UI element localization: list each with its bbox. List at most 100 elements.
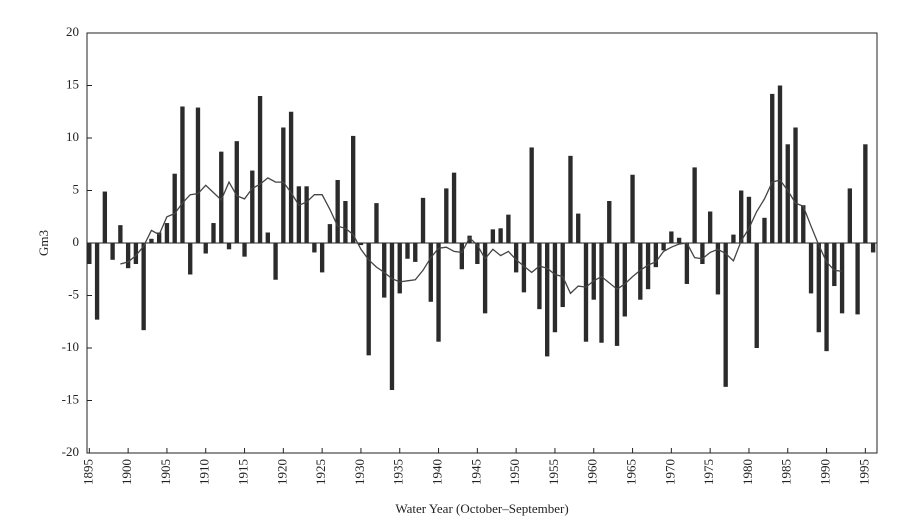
bar (863, 144, 868, 243)
x-tick-label: 1930 (352, 459, 367, 485)
bar (125, 243, 131, 269)
bar (296, 186, 302, 243)
bar (102, 191, 108, 243)
x-tick-label: 1970 (662, 459, 677, 485)
y-axis-label: Gm3 (36, 230, 51, 256)
x-tick-label: 1920 (274, 459, 289, 485)
x-tick-label: 1910 (197, 459, 212, 485)
running-mean-line (120, 177, 843, 295)
bar (94, 243, 100, 320)
bar (653, 243, 659, 268)
bar (250, 170, 255, 243)
x-tick-label: 1985 (779, 459, 794, 485)
bar (312, 243, 317, 253)
x-tick-label: 1950 (507, 459, 522, 485)
bar (273, 243, 278, 280)
bar (855, 243, 860, 315)
bar (281, 127, 286, 243)
y-tick-label: 20 (66, 24, 79, 39)
bar (552, 243, 558, 333)
bar (746, 196, 752, 243)
bar (490, 229, 496, 243)
bar (482, 243, 488, 314)
bar (444, 188, 449, 243)
bar (684, 243, 690, 284)
bar (568, 155, 573, 243)
bar (405, 243, 410, 259)
bar (506, 214, 511, 243)
bar (870, 243, 876, 253)
bar (366, 243, 371, 356)
bar (351, 135, 356, 243)
bar (397, 243, 402, 294)
bar (358, 243, 364, 246)
x-tick-label: 1935 (391, 459, 406, 485)
bar (521, 243, 527, 293)
bar (808, 243, 814, 294)
bar (731, 234, 736, 243)
bar (739, 190, 744, 243)
bar (180, 106, 185, 243)
bar (343, 201, 348, 243)
bar (413, 243, 418, 262)
y-tick-label: 15 (66, 76, 79, 91)
x-tick-label: 1905 (158, 459, 173, 485)
bar (110, 243, 115, 260)
bar (785, 144, 790, 243)
bar (560, 243, 565, 308)
bar (118, 225, 123, 243)
bar (638, 243, 643, 300)
x-tick-label: 1940 (430, 459, 445, 485)
bar (498, 228, 503, 243)
bar (622, 243, 627, 317)
y-tick-label: -5 (68, 286, 79, 301)
bar (319, 243, 325, 273)
x-tick-label: 1990 (818, 459, 833, 485)
bar (195, 107, 201, 243)
x-tick-label: 1925 (313, 459, 328, 485)
bar (156, 232, 162, 243)
bar (428, 243, 433, 302)
y-tick-label: -10 (62, 339, 79, 354)
bar (475, 243, 480, 264)
bar (133, 243, 139, 264)
bar (707, 211, 713, 243)
bar (164, 223, 170, 243)
y-tick-label: -20 (62, 444, 79, 459)
bar (645, 243, 651, 290)
bar (389, 243, 395, 390)
bar (234, 141, 239, 243)
bar (242, 243, 247, 257)
x-tick-label: 1995 (856, 459, 871, 485)
x-tick-label: 1965 (624, 459, 639, 485)
bar (459, 243, 464, 270)
y-tick-label: -15 (62, 391, 79, 406)
bar (669, 231, 674, 243)
bar (257, 96, 263, 243)
bar (420, 197, 426, 243)
bar (304, 186, 309, 243)
bar (211, 223, 216, 243)
y-tick-label: 10 (66, 129, 79, 144)
bar (203, 243, 208, 254)
bar (374, 203, 379, 243)
bar (451, 172, 457, 243)
bar (537, 243, 542, 310)
bar (335, 180, 340, 243)
x-tick-label: 1980 (740, 459, 755, 485)
x-tick-label: 1955 (546, 459, 561, 485)
bar (723, 243, 728, 387)
bar (599, 243, 604, 343)
bar (832, 243, 837, 287)
bar (513, 243, 519, 273)
bar (661, 243, 666, 251)
bar (816, 243, 821, 333)
x-tick-label: 1900 (119, 459, 134, 485)
bar (847, 188, 853, 243)
bar (87, 243, 92, 264)
x-tick-label: 1895 (80, 459, 95, 485)
bar (793, 127, 798, 243)
bar (777, 85, 783, 243)
bar (576, 213, 581, 243)
